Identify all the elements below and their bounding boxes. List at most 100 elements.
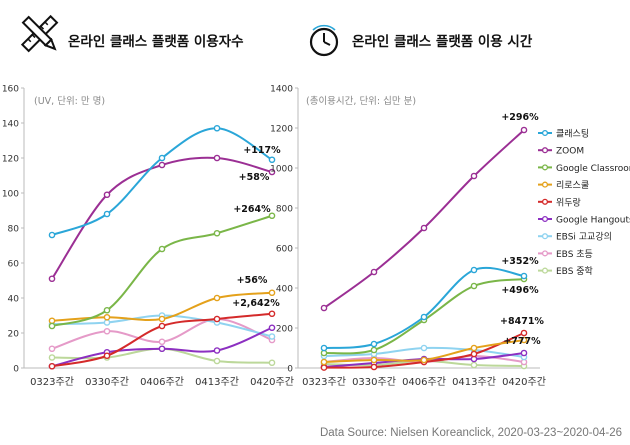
data-point (268, 359, 276, 367)
chart2-title: 온라인 클래스 플랫폼 이용 시간 (352, 34, 533, 50)
data-point (268, 212, 276, 220)
data-point (103, 306, 111, 314)
legend-marker (541, 147, 549, 154)
data-point (158, 154, 166, 162)
legend-marker (541, 233, 549, 240)
x-tick-label: 0330주간 (352, 376, 396, 388)
data-point (470, 172, 478, 180)
legend-label: ZOOM (556, 147, 584, 157)
y-tick-label: 160 (2, 85, 19, 95)
y-tick-label: 100 (2, 190, 19, 200)
legend-label: EBS 중학 (556, 266, 593, 277)
data-point (158, 315, 166, 323)
annotation-label: +264% (233, 204, 271, 215)
data-point (48, 345, 56, 353)
data-point (520, 336, 528, 344)
x-tick-label: 0420주간 (502, 376, 546, 388)
data-point (320, 358, 328, 366)
clock-icon (309, 24, 339, 57)
y-tick-label: 40 (8, 295, 20, 305)
chart-time: 0 200 400 600 800 1000 1200 1400 0323주간 0330주간 040… (270, 85, 546, 389)
data-point (470, 344, 478, 352)
data-point (370, 340, 378, 348)
data-source-note: Data Source: Nielsen Koreanclick, 2020-0… (319, 427, 622, 439)
data-point (48, 362, 56, 370)
chart-users: 0 20 40 60 80 100 120 140 160 0323주간 0330주간 0406주간 0… (2, 85, 294, 389)
data-point (158, 338, 166, 346)
y-tick-label: 0 (13, 365, 19, 375)
data-point (48, 322, 56, 330)
annotation-label: +117% (243, 145, 281, 156)
data-point (213, 229, 221, 237)
unit-note: (UV, 단위: 만 명) (34, 95, 105, 107)
unit-note: (총이용시간, 단위: 십만 분) (306, 95, 416, 107)
data-point (268, 333, 276, 340)
data-point (213, 315, 221, 323)
y-tick-label: 1200 (270, 125, 293, 135)
x-tick-label: 0323주간 (30, 376, 74, 388)
data-point (520, 126, 528, 134)
data-point (213, 154, 221, 162)
chart1-title: 온라인 클래스 플랫폼 이용자수 (68, 34, 244, 50)
legend-marker (541, 267, 549, 274)
series-line (323, 266, 525, 349)
data-point (520, 349, 528, 357)
data-point (213, 294, 221, 302)
legend-marker (541, 164, 549, 171)
data-point (158, 245, 166, 253)
data-point (268, 324, 276, 332)
data-point (520, 329, 528, 337)
data-point (420, 224, 428, 232)
legend-marker (541, 250, 549, 257)
data-point (520, 272, 528, 280)
data-point (268, 289, 276, 297)
legend-label: 클래스팅 (556, 129, 589, 140)
data-point (268, 310, 276, 318)
series-line (51, 214, 273, 327)
data-point (320, 304, 328, 312)
data-point (158, 161, 166, 169)
y-tick-label: 60 (8, 260, 20, 270)
y-tick-label: 20 (8, 330, 20, 340)
annotation-label: +352% (501, 256, 539, 267)
legend-label: EBS 초등 (556, 249, 593, 260)
data-point (103, 210, 111, 218)
data-point (48, 275, 56, 283)
data-point (320, 344, 328, 352)
data-point (420, 344, 428, 352)
annotation-label: +8471% (500, 316, 544, 327)
data-point (103, 313, 111, 321)
data-point (213, 357, 221, 365)
data-point (420, 313, 428, 321)
data-point (48, 317, 56, 325)
data-point (320, 364, 328, 371)
y-tick-label: 0 (287, 365, 293, 375)
y-tick-label: 200 (276, 325, 293, 335)
y-tick-label: 140 (2, 120, 19, 130)
legend-label: 위두랑 (556, 196, 581, 208)
y-tick-label: 600 (276, 245, 293, 255)
pencil-ruler-icon (20, 14, 59, 53)
legend-label: EBSi 고교강의 (556, 232, 612, 243)
y-tick-label: 400 (276, 285, 293, 295)
data-point (470, 266, 478, 274)
data-point (48, 354, 56, 361)
data-point (370, 363, 378, 371)
data-point (470, 350, 478, 358)
annotation-label: +777% (503, 336, 541, 347)
legend-marker (541, 198, 549, 205)
y-tick-label: 80 (8, 225, 20, 235)
x-tick-label: 0413주간 (452, 376, 496, 388)
data-point (420, 356, 428, 364)
data-point (103, 352, 111, 360)
data-point (158, 345, 166, 353)
x-tick-label: 0420주간 (250, 376, 294, 388)
data-point (158, 322, 166, 330)
data-point (470, 361, 478, 369)
data-point (370, 268, 378, 276)
y-tick-label: 800 (276, 205, 293, 215)
x-tick-label: 0406주간 (140, 376, 184, 388)
legend-marker (541, 181, 549, 188)
